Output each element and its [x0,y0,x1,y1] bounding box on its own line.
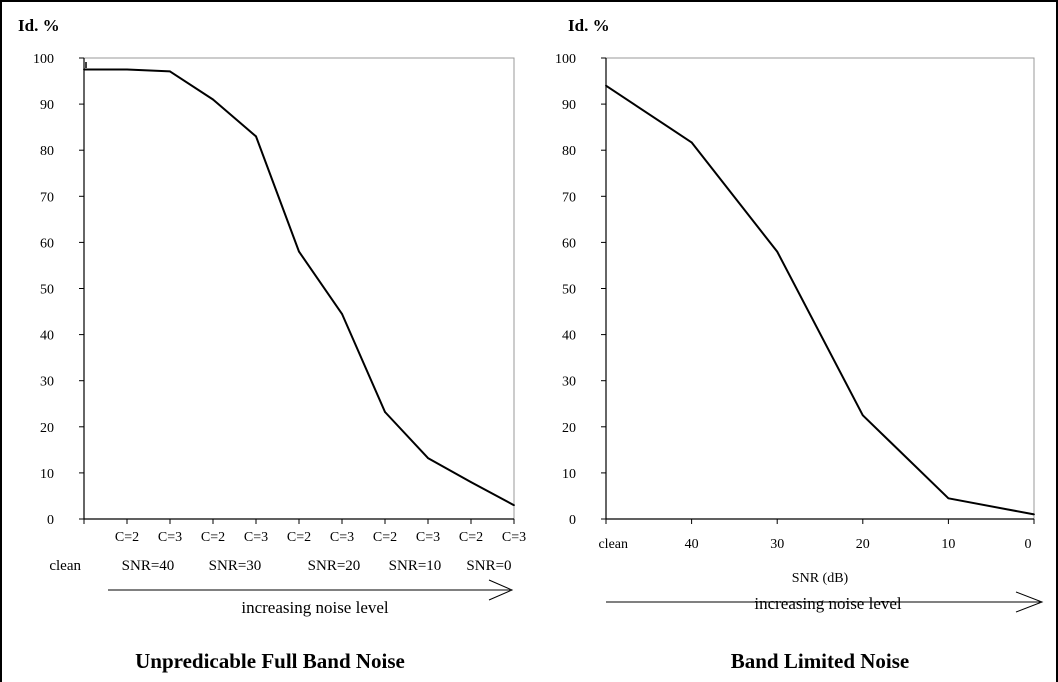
right-noise-arrow-head [1015,591,1044,613]
right-y-tick-label: 0 [569,513,576,528]
left-group-label-snr0: SNR=0 [466,558,511,574]
left-group-label-snr20: SNR=20 [308,558,361,574]
right-data-point [690,141,693,144]
right-data-point [947,497,950,500]
left-series [83,62,515,507]
right-x-tick-label: 40 [685,537,699,552]
frame-left-border [0,0,2,682]
left-x-tick-label: C=2 [115,530,139,545]
left-x-tick-label: C=2 [459,530,483,545]
left-x-tick-label: C=2 [201,530,225,545]
right-series [605,84,1035,516]
left-data-point [169,70,171,73]
left-x-tick-label: C=3 [330,530,354,545]
left-y-tick-label: 20 [40,421,54,436]
right-data-point [605,84,607,87]
left-plot-area [83,57,515,520]
left-y-tick-label: 80 [40,144,54,159]
left-group-label-snr10: SNR=10 [389,558,442,574]
left-x-tick-label: C=2 [287,530,311,545]
left-group-label-snr40: SNR=40 [122,558,175,574]
right-x-ticks: clean 40 30 20 10 0 [598,519,1035,552]
right-y-tick-label: 70 [562,190,576,205]
right-y-tick-label: 40 [562,329,576,344]
left-y-tick-label: 30 [40,375,54,390]
right-chart-title: Band Limited Noise [731,649,910,673]
right-x-tick-label: 10 [941,537,955,552]
right-y-tick-label: 60 [562,236,576,251]
right-data-point [1033,513,1035,516]
left-data-point [384,411,386,413]
right-y-tick-label: 20 [562,421,576,436]
right-x-tick-label: 20 [856,537,870,552]
left-y-tick-label: 50 [40,283,54,298]
right-x-tick-label: 0 [1025,537,1032,552]
left-noise-arrow-head [488,579,514,601]
left-data-point [513,504,515,507]
frame-top-border [0,0,1058,2]
frame-right-border [1056,0,1058,682]
left-y-tick-label: 60 [40,236,54,251]
left-x-tick-label: C=3 [416,530,440,545]
left-y-tick-label: 90 [40,98,54,113]
right-y-axis-label: Id. % [568,16,610,35]
left-y-tick-label: 0 [47,513,54,528]
left-y-axis-label: Id. % [18,16,60,35]
left-data-point [470,481,472,484]
left-noise-arrow-label: increasing noise level [241,598,389,617]
left-data-point [126,68,128,71]
right-y-tick-label: 80 [562,144,576,159]
right-y-tick-label: 30 [562,375,576,390]
right-series-line [605,84,1035,516]
left-data-point [212,98,214,101]
left-chart-title: Unpredicable Full Band Noise [135,649,405,673]
right-data-point [776,250,779,253]
right-x-tick-label: clean [598,537,628,552]
right-x-axis-label: SNR (dB) [792,571,849,586]
left-y-tick-label: 10 [40,467,54,482]
left-data-point [341,312,343,315]
left-x-ticks: C=2 C=3 C=2 C=3 C=2 C=3 C=2 C=3 C=2 C=3 [83,519,526,545]
left-series-line [84,68,515,507]
left-data-point [255,135,257,138]
left-data-point [427,457,429,460]
left-group-label-snr30: SNR=30 [209,558,262,574]
left-y-tick-label: 100 [33,52,54,67]
left-group-label-clean: clean [49,558,81,574]
right-y-tick-label: 10 [562,467,576,482]
left-x-tick-label: C=3 [158,530,182,545]
left-x-tick-label: C=3 [244,530,268,545]
left-data-point [298,250,300,253]
right-x-tick-label: 30 [770,537,784,552]
left-y-tick-label: 70 [40,190,54,205]
left-x-tick-label: C=3 [502,530,526,545]
left-y-tick-label: 40 [40,329,54,344]
right-y-tick-label: 50 [562,283,576,298]
left-data-point [83,68,85,71]
right-y-tick-label: 90 [562,98,576,113]
right-y-tick-label: 100 [555,52,576,67]
left-x-tick-label: C=2 [373,530,397,545]
right-noise-arrow-label: increasing noise level [754,594,902,613]
right-data-point [861,414,864,417]
